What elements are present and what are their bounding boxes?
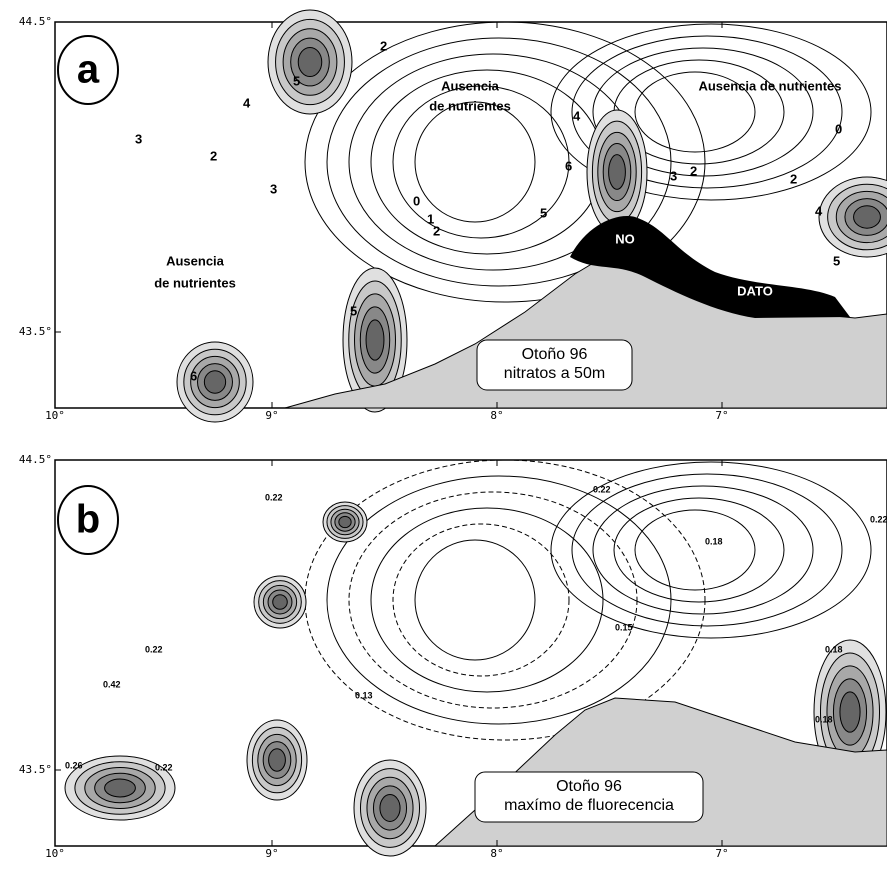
annotation: Ausencia	[441, 78, 500, 93]
annotation: de nutrientes	[429, 98, 511, 113]
contour-label: 3	[670, 168, 677, 183]
contour-label: 2	[790, 171, 797, 186]
contour-label: 0.22	[870, 514, 887, 524]
contour-label: 0.22	[593, 484, 611, 494]
annotation: de nutrientes	[154, 275, 236, 290]
contour-label: 0.26	[65, 760, 83, 770]
map-panel: b Otoño 96 maxímo de fluorecencia 0.22 0.22 0…	[19, 453, 887, 860]
x-tick-label: 7°	[715, 847, 728, 860]
contour-patch	[366, 320, 384, 360]
x-tick-label: 9°	[265, 847, 278, 860]
contour-label: 0.18	[815, 714, 833, 724]
contour-patch	[269, 749, 286, 771]
x-tick-label: 9°	[265, 409, 278, 422]
annotation: NO	[615, 231, 635, 246]
contour-label: 6	[190, 368, 197, 383]
contour-patch	[609, 155, 626, 190]
contour-label: 0.18	[705, 536, 723, 546]
annotation: DATO	[737, 283, 773, 298]
legend-text: nitratos a 50m	[504, 365, 605, 382]
contour-label: 0.42	[103, 679, 121, 689]
contour-label: 5	[540, 205, 547, 220]
annotation: Ausencia de nutrientes	[698, 78, 841, 93]
contour-label: 5	[293, 73, 300, 88]
contour-label: 4	[573, 108, 581, 123]
panel-label: a	[77, 48, 100, 92]
y-tick-label: 44.5°	[19, 15, 52, 28]
contour-label: 0.13	[355, 690, 373, 700]
contour-label: 2	[210, 148, 217, 163]
contour-label: 0.22	[145, 644, 163, 654]
contour-label: 5	[833, 253, 840, 268]
contour-patch	[380, 795, 400, 822]
map-panel: a Otoño 96 nitratos a 50m Ausencia de nutrie…	[19, 10, 887, 422]
legend-text: maxímo de fluorecencia	[504, 797, 674, 814]
annotation: Ausencia	[166, 253, 225, 268]
contour-patch	[204, 371, 225, 393]
legend-text: Otoño 96	[522, 346, 588, 363]
contour-patch	[840, 692, 860, 732]
y-tick-label: 43.5°	[19, 763, 52, 776]
y-tick-label: 44.5°	[19, 453, 52, 466]
y-tick-label: 43.5°	[19, 325, 52, 338]
x-tick-label: 8°	[490, 409, 503, 422]
contour-label: 3	[270, 181, 277, 196]
contour-label: 0	[835, 121, 842, 136]
page: a Otoño 96 nitratos a 50m Ausencia de nutrie…	[0, 0, 887, 866]
contour-patch	[298, 47, 322, 76]
x-tick-label: 10°	[45, 847, 65, 860]
contour-patch	[105, 779, 136, 797]
contour-label: 2	[380, 38, 387, 53]
contour-patch	[854, 206, 881, 228]
map-figure: a Otoño 96 nitratos a 50m Ausencia de nutrie…	[0, 0, 887, 866]
contour-label: 3	[135, 131, 142, 146]
x-tick-label: 7°	[715, 409, 728, 422]
contour-label: 0.22	[155, 762, 173, 772]
contour-label: 5	[350, 303, 357, 318]
contour-label: 4	[243, 95, 251, 110]
contour-label: 2	[433, 223, 440, 238]
panel-label: b	[76, 498, 100, 542]
contour-label: 0.22	[265, 492, 283, 502]
legend-text: Otoño 96	[556, 778, 622, 795]
x-tick-label: 10°	[45, 409, 65, 422]
contour-patch	[273, 595, 288, 610]
contour-label: 0	[413, 193, 420, 208]
contour-label: 6	[565, 158, 572, 173]
contour-label: 4	[815, 203, 823, 218]
contour-label: 0.15	[615, 622, 633, 632]
contour-label: 0.18	[825, 644, 843, 654]
contour-label: 2	[690, 163, 697, 178]
contour-patch	[339, 516, 351, 527]
x-tick-label: 8°	[490, 847, 503, 860]
